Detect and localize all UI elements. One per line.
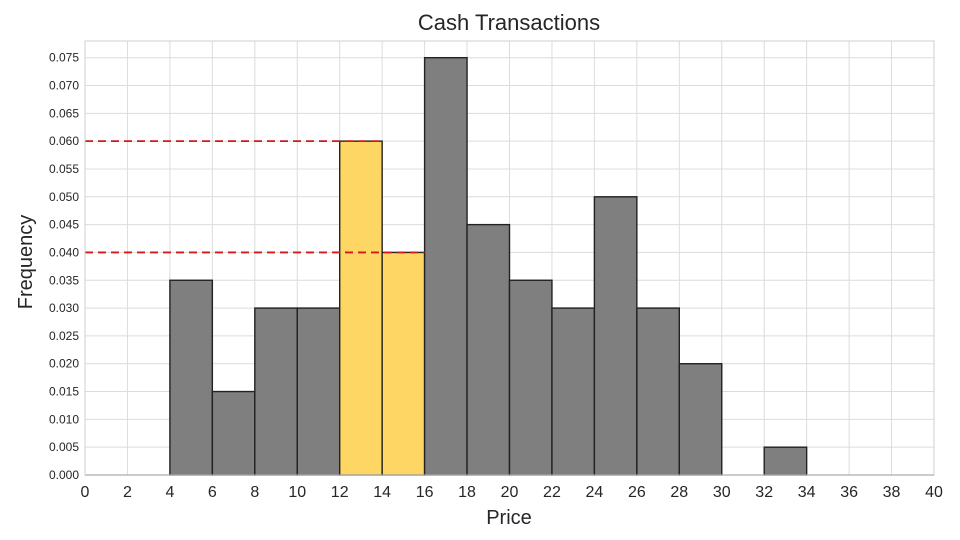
x-tick-label: 26 bbox=[628, 484, 646, 501]
x-tick-label: 30 bbox=[713, 484, 731, 501]
bar bbox=[593, 196, 638, 476]
y-tick-label: 0.050 bbox=[49, 190, 79, 204]
x-tick-label: 10 bbox=[288, 484, 306, 501]
x-tick-label: 32 bbox=[755, 484, 773, 501]
x-tick-label: 18 bbox=[458, 484, 476, 501]
x-tick-label: 8 bbox=[250, 484, 259, 501]
chart-title: Cash Transactions bbox=[418, 10, 600, 35]
x-tick-label: 0 bbox=[81, 484, 90, 501]
x-tick-labels: 0 2 4 6 8 10 12 14 16 18 20 22 24 26 28 30 32 34 36 38 40 bbox=[81, 484, 943, 501]
y-tick-label: 0.070 bbox=[49, 79, 79, 93]
x-tick-label: 12 bbox=[331, 484, 349, 501]
reference-lines bbox=[85, 140, 425, 254]
y-tick-label: 0.075 bbox=[49, 51, 79, 65]
bar bbox=[466, 223, 511, 476]
bar bbox=[423, 56, 468, 476]
bar bbox=[296, 307, 341, 476]
x-tick-label: 20 bbox=[501, 484, 519, 501]
y-axis-label: Frequency bbox=[15, 215, 37, 310]
y-tick-label: 0.000 bbox=[49, 468, 79, 482]
x-tick-label: 14 bbox=[373, 484, 391, 501]
y-tick-label: 0.030 bbox=[49, 301, 79, 315]
highlighted-bar bbox=[381, 251, 426, 476]
highlighted-bar bbox=[339, 140, 383, 476]
y-tick-label: 0.065 bbox=[49, 106, 79, 120]
x-tick-label: 40 bbox=[925, 484, 943, 501]
bar bbox=[254, 307, 298, 476]
y-tick-label: 0.025 bbox=[49, 329, 79, 343]
x-tick-label: 24 bbox=[586, 484, 604, 501]
x-tick-label: 2 bbox=[123, 484, 132, 501]
y-tick-labels: 0.000 0.005 0.010 0.015 0.020 0.025 0.030 0.035… bbox=[49, 51, 79, 482]
y-tick-label: 0.035 bbox=[49, 273, 79, 287]
bar bbox=[211, 390, 256, 476]
x-tick-label: 6 bbox=[208, 484, 217, 501]
bar bbox=[678, 363, 723, 476]
y-tick-label: 0.060 bbox=[49, 134, 79, 148]
x-tick-label: 28 bbox=[670, 484, 688, 501]
x-tick-label: 16 bbox=[416, 484, 434, 501]
x-tick-label: 34 bbox=[798, 484, 816, 501]
bar bbox=[551, 307, 596, 476]
bar bbox=[636, 307, 680, 476]
bar bbox=[508, 279, 553, 476]
y-tick-label: 0.055 bbox=[49, 162, 79, 176]
y-tick-label: 0.015 bbox=[49, 385, 79, 399]
bar bbox=[169, 279, 214, 476]
x-tick-label: 36 bbox=[840, 484, 858, 501]
y-tick-label: 0.005 bbox=[49, 440, 79, 454]
x-axis-label: Price bbox=[486, 507, 532, 529]
plot-frame bbox=[84, 40, 935, 476]
x-tick-label: 38 bbox=[883, 484, 901, 501]
x-tick-label: 4 bbox=[165, 484, 174, 501]
y-tick-label: 0.020 bbox=[49, 357, 79, 371]
y-tick-label: 0.045 bbox=[49, 218, 79, 232]
y-tick-label: 0.010 bbox=[49, 412, 79, 426]
y-tick-label: 0.040 bbox=[49, 245, 79, 259]
bar bbox=[763, 446, 808, 476]
x-tick-label: 22 bbox=[543, 484, 561, 501]
